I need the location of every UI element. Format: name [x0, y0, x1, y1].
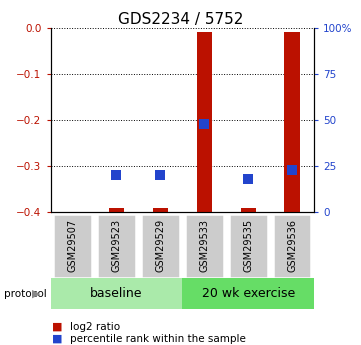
Text: GDS2234 / 5752: GDS2234 / 5752: [118, 12, 243, 27]
Text: log2 ratio: log2 ratio: [70, 322, 121, 332]
Bar: [284, 32, 300, 212]
Bar: [182, 278, 314, 309]
Text: ■: ■: [52, 322, 63, 332]
Text: baseline: baseline: [90, 287, 143, 300]
Text: GSM29533: GSM29533: [199, 219, 209, 272]
Bar: [141, 214, 180, 278]
Bar: [229, 214, 268, 278]
Text: GSM29535: GSM29535: [243, 219, 253, 272]
Point: [245, 176, 251, 182]
Text: protocol: protocol: [4, 289, 46, 299]
Bar: [197, 32, 212, 212]
Text: ▶: ▶: [31, 289, 40, 299]
Bar: [97, 214, 136, 278]
Bar: [185, 214, 223, 278]
Bar: [51, 278, 182, 309]
Text: GSM29536: GSM29536: [287, 219, 297, 272]
Bar: [240, 208, 256, 212]
Point: [157, 172, 163, 178]
Text: 20 wk exercise: 20 wk exercise: [201, 287, 295, 300]
Point: [113, 172, 119, 178]
Bar: [109, 208, 124, 212]
Text: GSM29529: GSM29529: [155, 219, 165, 272]
Text: ■: ■: [52, 334, 63, 344]
Bar: [273, 214, 312, 278]
Text: GSM29507: GSM29507: [68, 219, 78, 272]
Text: percentile rank within the sample: percentile rank within the sample: [70, 334, 246, 344]
Point: [289, 167, 295, 172]
Point: [201, 121, 207, 126]
Text: GSM29523: GSM29523: [112, 219, 121, 272]
Bar: [153, 208, 168, 212]
Bar: [53, 214, 92, 278]
